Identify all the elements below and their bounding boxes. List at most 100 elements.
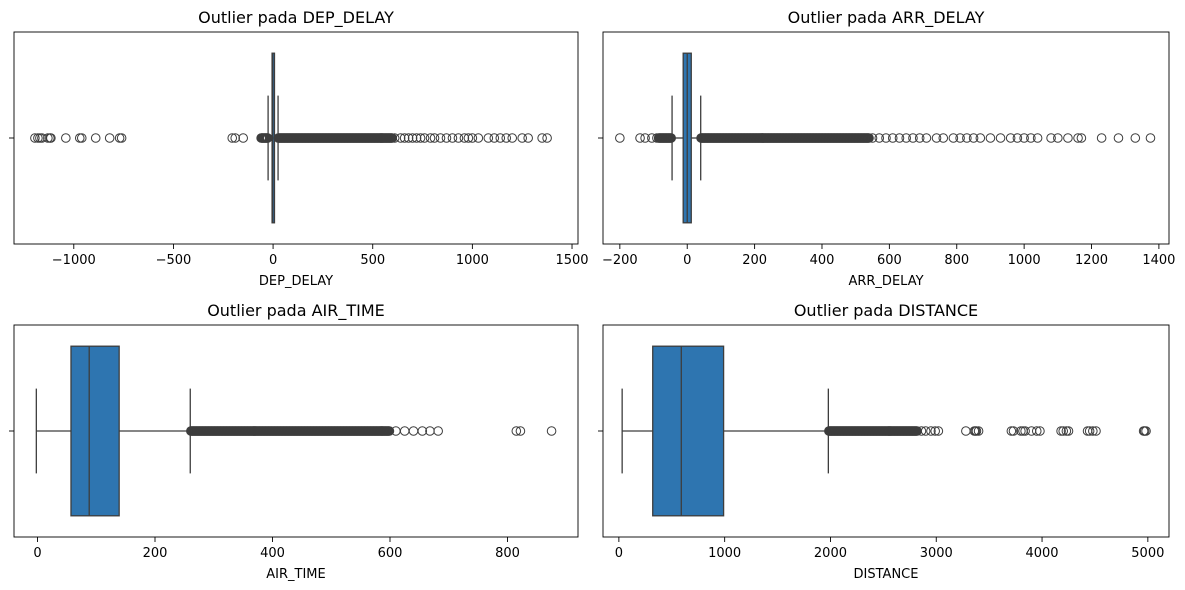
outlier-point [489,133,500,143]
outlier-point [419,133,430,143]
panel-dep-delay: Outlier pada DEP_DELAY DEP_DELAY −1000 −5… [9,8,589,289]
outlier-point [1073,133,1083,143]
outlier-point [1035,426,1045,436]
outlier-point [523,133,533,143]
outlier-point [920,426,931,436]
panel-distance: Outlier pada DISTANCE DISTANCE 0 1000 2000… [598,301,1170,582]
x-tick-label: −1000 [52,253,96,268]
iqr-box [652,345,725,517]
outlier-point [495,133,506,143]
x-tick-label: 5000 [1131,546,1164,561]
outlier-point [433,426,443,436]
outlier-point [483,133,494,143]
outlier-point [1130,133,1141,143]
outlier-point [507,133,518,143]
outlier-point [1012,133,1023,143]
x-tick-label: 2000 [814,546,847,561]
outlier-point [1032,133,1043,143]
outlier-point [1031,426,1042,436]
outlier-point [61,133,71,143]
outlier-point [1096,133,1107,143]
outlier-point [517,133,527,143]
outlier-point [968,133,979,143]
outlier-point [933,426,944,436]
outlier-point [1026,133,1036,143]
outlier-point [262,133,273,143]
outlier-point [931,133,942,143]
outlier-point [908,133,918,143]
outlier-point [930,426,940,436]
x-tick-label: 1400 [1142,253,1175,268]
outlier-point [874,133,885,143]
outlier-point [985,133,996,143]
outlier-point [467,133,478,143]
x-tick-label: 1000 [456,253,489,268]
outlier-point [1046,133,1056,143]
outlier-point [887,133,898,143]
outlier-point [948,133,959,143]
outlier-point [1058,426,1069,436]
outlier-point [473,133,484,143]
outlier-point [975,133,986,143]
outlier-point [864,133,874,143]
outlier-point [46,133,56,143]
outlier-point [417,426,428,436]
x-tick-label: 500 [360,253,385,268]
panel-air-time: Outlier pada AIR_TIME AIR_TIME 0 200 400 60… [9,301,579,582]
outlier-point [1084,426,1095,436]
panel-title: Outlier pada DISTANCE [794,301,978,320]
outlier-point [546,426,557,436]
outlier-point [116,133,127,143]
outlier-point [995,133,1006,143]
outlier-point [415,133,426,143]
panel-title: Outlier pada ARR_DELAY [788,8,985,28]
outlier-point [238,133,248,143]
x-axis-label: ARR_DELAY [848,274,923,289]
x-tick-label: 400 [260,546,285,561]
outlier-point [1005,133,1016,143]
outlier-point [104,133,115,143]
x-tick-label: 1000 [1008,253,1041,268]
outlier-point [511,426,522,436]
outlier-point [403,133,414,143]
x-tick-label: 3000 [920,546,953,561]
outlier-point [926,426,936,436]
outlier-point [1053,133,1063,143]
outlier-point [635,133,645,143]
outlier-point [441,133,452,143]
x-tick-label: 1000 [708,546,741,561]
outlier-point [640,133,650,143]
outlier-point [447,133,458,143]
outlier-point [429,133,440,143]
outlier-point [1063,133,1073,143]
outlier-point [407,133,418,143]
x-tick-label: 200 [143,546,168,561]
outlier-point [615,133,625,143]
outlier-point [1145,133,1156,143]
outlier-point [389,133,400,143]
outlier-point [901,133,912,143]
outlier-point [666,133,676,143]
outlier-point [542,133,552,143]
outlier-point [1113,133,1124,143]
panel-title: Outlier pada AIR_TIME [207,301,385,321]
x-tick-label: 200 [742,253,767,268]
outlier-point [76,133,87,143]
x-tick-label: 0 [683,253,691,268]
outlier-point [1088,426,1098,436]
x-tick-label: −200 [602,253,638,268]
outlier-point [1141,426,1151,436]
outlier-point [501,133,512,143]
outlier-point [227,133,238,143]
outlier-point [515,426,526,436]
outlier-point [395,133,406,143]
panel-arr-delay: Outlier pada ARR_DELAY ARR_DELAY −200 0 20… [598,8,1175,289]
x-tick-label: 800 [944,253,969,268]
outlier-point [914,133,925,143]
x-tick-label: 600 [877,253,902,268]
x-tick-label: 800 [495,546,520,561]
x-tick-label: −500 [156,253,192,268]
x-axis-label: DISTANCE [854,567,919,582]
outlier-point [894,133,905,143]
